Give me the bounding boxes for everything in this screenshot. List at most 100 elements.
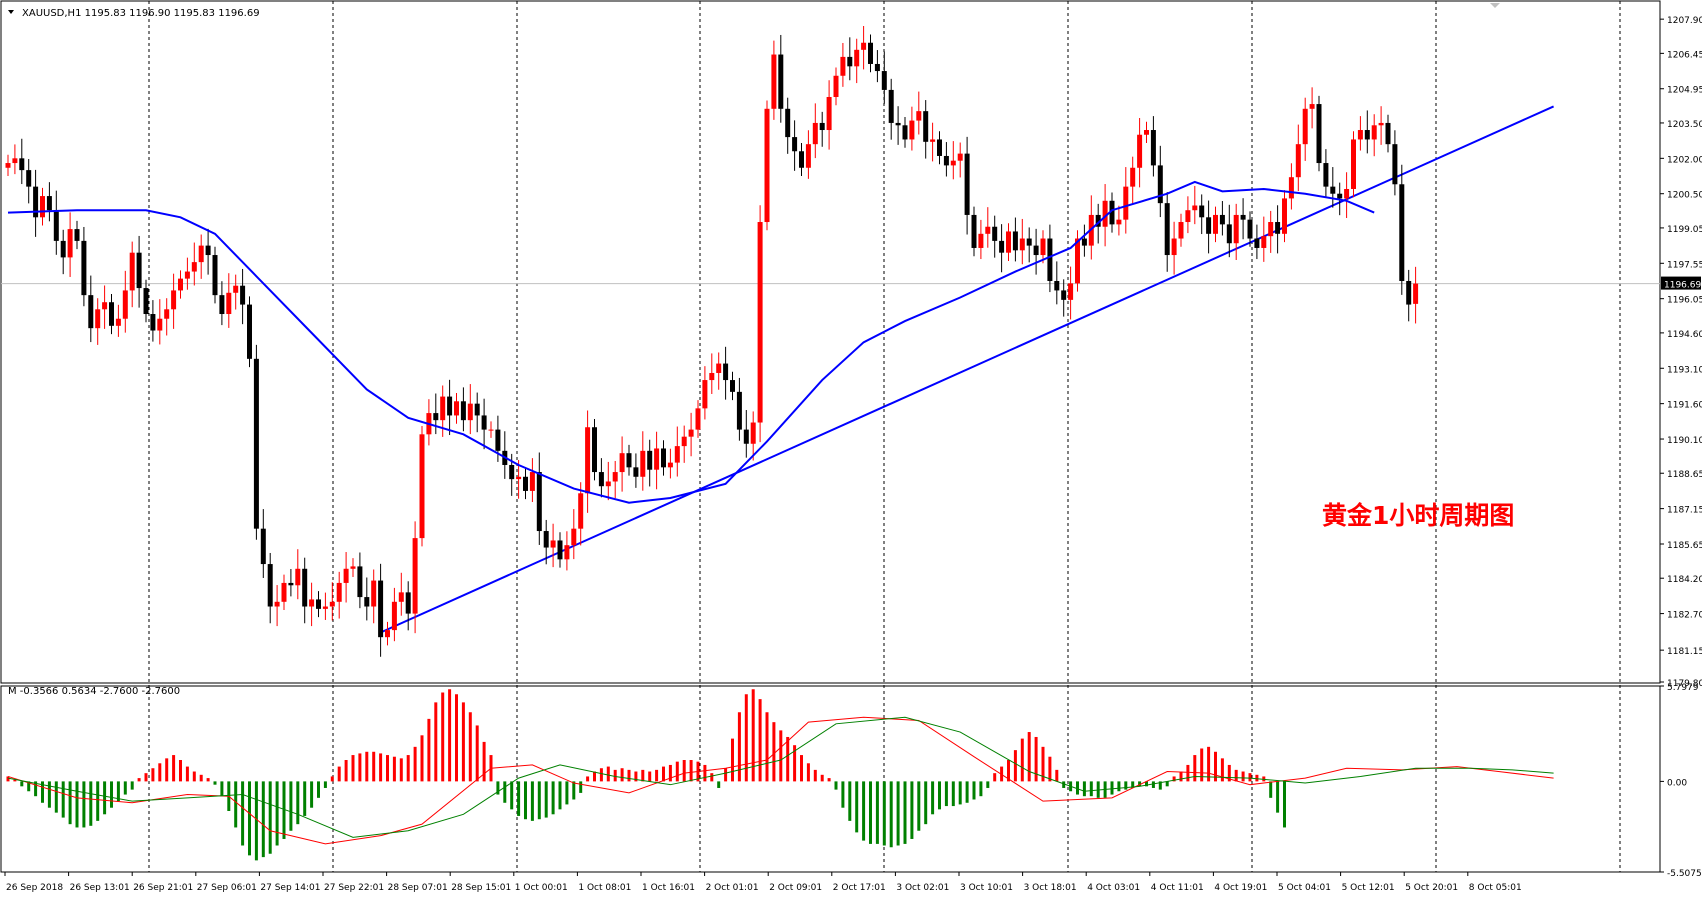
candle-body[interactable]	[488, 429, 494, 431]
candle-body[interactable]	[74, 229, 80, 241]
candle-body[interactable]	[164, 309, 170, 319]
candle-body[interactable]	[1026, 238, 1032, 246]
candle-body[interactable]	[571, 528, 577, 546]
candle-body[interactable]	[495, 429, 501, 451]
candle-body[interactable]	[564, 545, 570, 560]
candle-body[interactable]	[612, 472, 618, 482]
candle-body[interactable]	[992, 226, 998, 241]
candle-body[interactable]	[474, 403, 480, 416]
candle-body[interactable]	[833, 75, 839, 97]
candle-body[interactable]	[219, 295, 225, 315]
candle-body[interactable]	[1275, 222, 1281, 234]
candle-body[interactable]	[1344, 188, 1350, 199]
candle-body[interactable]	[585, 427, 591, 494]
candle-body[interactable]	[1254, 238, 1260, 248]
candle-body[interactable]	[150, 314, 156, 331]
candle-body[interactable]	[509, 464, 515, 480]
scroll-shift-icon[interactable]	[1490, 3, 1500, 8]
candle-body[interactable]	[460, 401, 466, 421]
candle-body[interactable]	[750, 422, 756, 444]
candle-body[interactable]	[19, 158, 25, 171]
candle-body[interactable]	[743, 429, 749, 444]
candle-body[interactable]	[385, 630, 390, 638]
candle-body[interactable]	[95, 309, 101, 329]
candle-body[interactable]	[667, 462, 673, 468]
candle-body[interactable]	[529, 472, 535, 491]
candle-body[interactable]	[1123, 186, 1129, 220]
candle-body[interactable]	[295, 568, 301, 586]
candle-body[interactable]	[812, 122, 818, 145]
candle-body[interactable]	[840, 56, 846, 76]
candle-body[interactable]	[619, 453, 625, 473]
candle-body[interactable]	[943, 155, 949, 166]
candle-body[interactable]	[888, 89, 894, 123]
candle-body[interactable]	[171, 290, 177, 310]
candle-body[interactable]	[1309, 104, 1315, 109]
candle-body[interactable]	[1399, 184, 1405, 281]
candle-body[interactable]	[212, 255, 218, 296]
candle-body[interactable]	[1109, 200, 1115, 225]
candle-body[interactable]	[433, 413, 439, 421]
candle-body[interactable]	[950, 160, 956, 166]
candle-body[interactable]	[1130, 167, 1136, 187]
candle-body[interactable]	[481, 415, 487, 430]
candle-body[interactable]	[440, 396, 446, 421]
candle-body[interactable]	[184, 271, 190, 279]
candle-body[interactable]	[1261, 236, 1267, 248]
candle-body[interactable]	[771, 54, 777, 109]
candle-body[interactable]	[1199, 205, 1205, 218]
candle-body[interactable]	[805, 144, 811, 168]
candle-body[interactable]	[792, 137, 798, 152]
candle-body[interactable]	[854, 49, 860, 67]
candle-body[interactable]	[1164, 203, 1170, 256]
candle-body[interactable]	[467, 403, 473, 421]
candle-body[interactable]	[1144, 130, 1149, 135]
candle-body[interactable]	[557, 540, 563, 560]
candle-body[interactable]	[1068, 283, 1074, 300]
candle-body[interactable]	[274, 601, 280, 607]
candle-body[interactable]	[1213, 214, 1218, 234]
candle-body[interactable]	[350, 566, 356, 569]
candle-body[interactable]	[1150, 130, 1156, 166]
candle-body[interactable]	[81, 240, 87, 296]
candle-body[interactable]	[233, 285, 239, 293]
candle-body[interactable]	[1157, 165, 1163, 204]
candle-body[interactable]	[1054, 280, 1060, 291]
candle-body[interactable]	[364, 597, 370, 607]
candle-body[interactable]	[847, 56, 853, 67]
candle-body[interactable]	[1316, 104, 1322, 164]
candle-body[interactable]	[309, 599, 315, 607]
candle-body[interactable]	[785, 108, 791, 138]
candle-body[interactable]	[122, 290, 128, 319]
candle-body[interactable]	[1178, 222, 1184, 239]
candle-body[interactable]	[109, 302, 114, 326]
candle-body[interactable]	[1219, 214, 1225, 225]
candle-body[interactable]	[916, 111, 922, 121]
candle-body[interactable]	[205, 245, 211, 256]
candle-body[interactable]	[412, 538, 418, 614]
candle-body[interactable]	[178, 278, 183, 291]
candle-body[interactable]	[723, 363, 729, 381]
candle-body[interactable]	[136, 252, 142, 289]
candle-body[interactable]	[1247, 219, 1253, 239]
candle-body[interactable]	[322, 606, 328, 609]
candle-body[interactable]	[240, 285, 246, 305]
candle-body[interactable]	[1095, 214, 1101, 227]
dropdown-triangle-icon[interactable]	[8, 10, 14, 14]
candle-body[interactable]	[536, 472, 542, 532]
candle-body[interactable]	[688, 429, 694, 437]
candle-body[interactable]	[1233, 214, 1239, 244]
candle-body[interactable]	[874, 63, 880, 72]
candle-body[interactable]	[868, 42, 873, 64]
candle-body[interactable]	[1378, 122, 1384, 126]
candle-body[interactable]	[516, 476, 522, 480]
candle-body[interactable]	[115, 318, 121, 326]
candle-body[interactable]	[957, 153, 963, 161]
candle-body[interactable]	[40, 196, 45, 218]
candle-body[interactable]	[757, 222, 763, 423]
candle-body[interactable]	[53, 210, 59, 241]
candle-body[interactable]	[1081, 238, 1087, 246]
candle-body[interactable]	[60, 240, 66, 258]
candle-body[interactable]	[654, 448, 660, 470]
